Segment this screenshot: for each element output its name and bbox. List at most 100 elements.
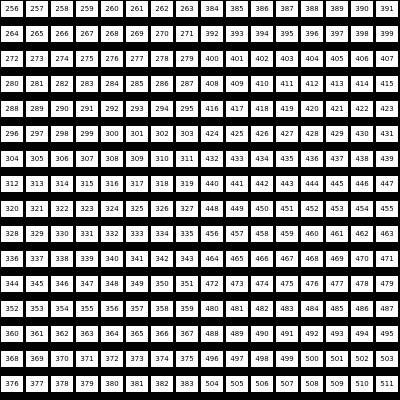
grid-cell: 315 <box>76 176 98 192</box>
grid-cell: 350 <box>151 276 173 292</box>
grid-cell: 336 <box>1 251 23 267</box>
grid-cell: 365 <box>126 326 148 342</box>
grid-cell: 402 <box>251 51 273 67</box>
grid-cell: 449 <box>226 201 248 217</box>
grid-cell: 439 <box>376 151 398 167</box>
grid-cell: 478 <box>351 276 373 292</box>
grid-cell: 384 <box>201 1 223 17</box>
grid-cell: 407 <box>376 51 398 67</box>
grid-cell: 453 <box>326 201 348 217</box>
grid-cell: 303 <box>176 126 198 142</box>
grid-cell: 389 <box>326 1 348 17</box>
grid-cell: 510 <box>351 376 373 392</box>
grid-cell: 312 <box>1 176 23 192</box>
grid-cell: 434 <box>251 151 273 167</box>
grid-cell: 429 <box>326 126 348 142</box>
grid-cell: 291 <box>76 101 98 117</box>
grid-cell: 328 <box>1 226 23 242</box>
grid-cell: 290 <box>51 101 73 117</box>
grid-cell: 508 <box>301 376 323 392</box>
grid-cell: 397 <box>326 26 348 42</box>
grid-cell: 305 <box>26 151 48 167</box>
grid-cell: 504 <box>201 376 223 392</box>
grid-cell: 388 <box>301 1 323 17</box>
grid-cell: 482 <box>251 301 273 317</box>
grid-cell: 423 <box>376 101 398 117</box>
grid-cell: 491 <box>276 326 298 342</box>
grid-cell: 273 <box>26 51 48 67</box>
grid-cell: 311 <box>176 151 198 167</box>
grid-cell: 411 <box>276 76 298 92</box>
grid-cell: 338 <box>51 251 73 267</box>
grid-cell: 432 <box>201 151 223 167</box>
grid-cell: 390 <box>351 1 373 17</box>
grid-cell: 289 <box>26 101 48 117</box>
grid-cell: 385 <box>226 1 248 17</box>
grid-cell: 473 <box>226 276 248 292</box>
grid-cell: 293 <box>126 101 148 117</box>
grid-cell: 505 <box>226 376 248 392</box>
grid-cell: 278 <box>151 51 173 67</box>
grid-cell: 437 <box>326 151 348 167</box>
grid-cell: 309 <box>126 151 148 167</box>
grid-cell: 464 <box>201 251 223 267</box>
grid-cell: 271 <box>176 26 198 42</box>
grid-cell: 462 <box>351 226 373 242</box>
grid-cell: 495 <box>376 326 398 342</box>
grid-cell: 294 <box>151 101 173 117</box>
grid-cell: 422 <box>351 101 373 117</box>
grid-cell: 337 <box>26 251 48 267</box>
grid-cell: 493 <box>326 326 348 342</box>
grid-cell: 452 <box>301 201 323 217</box>
grid-cell: 280 <box>1 76 23 92</box>
grid-cell: 377 <box>26 376 48 392</box>
grid-cell: 410 <box>251 76 273 92</box>
grid-cell: 295 <box>176 101 198 117</box>
grid-cell: 331 <box>76 226 98 242</box>
grid-cell: 321 <box>26 201 48 217</box>
grid-cell: 267 <box>76 26 98 42</box>
grid-cell: 502 <box>351 351 373 367</box>
grid-cell: 376 <box>1 376 23 392</box>
grid-cell: 394 <box>251 26 273 42</box>
grid-cell: 476 <box>301 276 323 292</box>
grid-cell: 483 <box>276 301 298 317</box>
grid-cell: 268 <box>101 26 123 42</box>
grid-cell: 310 <box>151 151 173 167</box>
grid-cell: 333 <box>126 226 148 242</box>
grid-cell: 442 <box>251 176 273 192</box>
grid-cell: 500 <box>301 351 323 367</box>
grid-cell: 345 <box>26 276 48 292</box>
grid-cell: 403 <box>276 51 298 67</box>
grid-cell: 399 <box>376 26 398 42</box>
grid-cell: 348 <box>101 276 123 292</box>
grid-cell: 341 <box>126 251 148 267</box>
grid-cell: 354 <box>51 301 73 317</box>
grid-cell: 302 <box>151 126 173 142</box>
grid-cell: 445 <box>326 176 348 192</box>
grid-cell: 492 <box>301 326 323 342</box>
grid-cell: 479 <box>376 276 398 292</box>
grid-cell: 297 <box>26 126 48 142</box>
grid-cell: 261 <box>126 1 148 17</box>
grid-cell: 503 <box>376 351 398 367</box>
grid-cell: 450 <box>251 201 273 217</box>
grid-cell: 358 <box>151 301 173 317</box>
grid-cell: 353 <box>26 301 48 317</box>
grid-cell: 477 <box>326 276 348 292</box>
grid-cell: 300 <box>101 126 123 142</box>
grid-cell: 414 <box>351 76 373 92</box>
grid-cell: 257 <box>26 1 48 17</box>
grid-cell: 356 <box>101 301 123 317</box>
grid-cell: 494 <box>351 326 373 342</box>
grid-cell: 471 <box>376 251 398 267</box>
grid-cell: 286 <box>151 76 173 92</box>
grid-cell: 343 <box>176 251 198 267</box>
grid-cell: 386 <box>251 1 273 17</box>
grid-cell: 374 <box>151 351 173 367</box>
grid-cell: 444 <box>301 176 323 192</box>
grid-cell: 288 <box>1 101 23 117</box>
grid-cell: 509 <box>326 376 348 392</box>
grid-cell: 467 <box>276 251 298 267</box>
